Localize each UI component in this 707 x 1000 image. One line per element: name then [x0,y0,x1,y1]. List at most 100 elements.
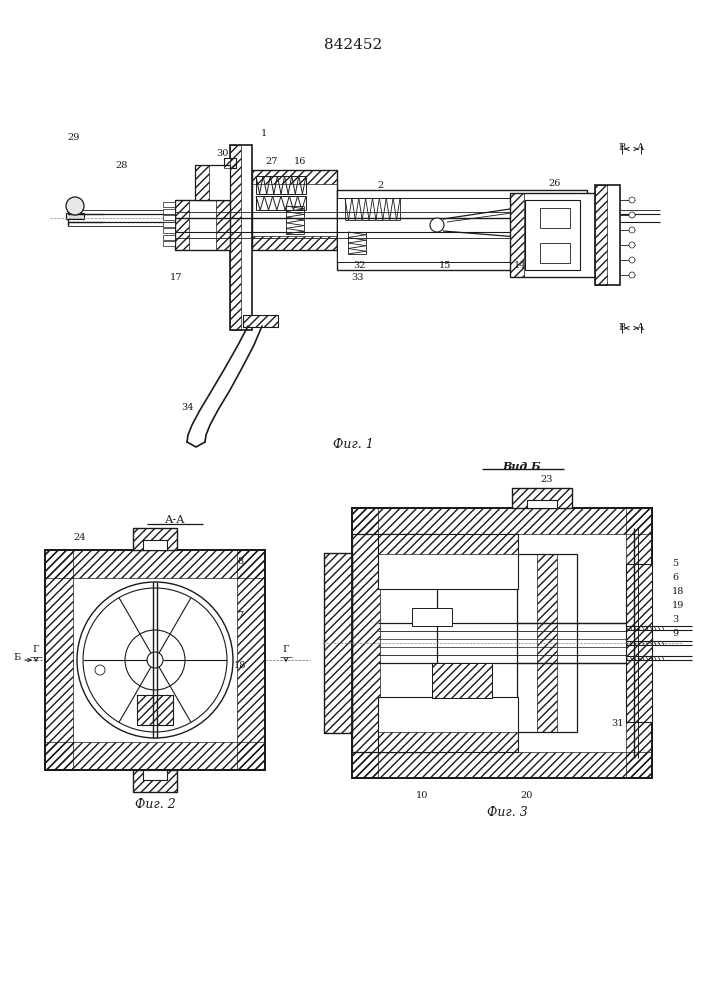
Bar [133,528,177,550]
Bar [143,770,167,780]
Bar [352,534,380,752]
Text: 20: 20 [521,792,533,800]
Bar [137,695,173,725]
Text: 27: 27 [266,157,279,166]
Bar [352,508,652,534]
Text: 24: 24 [74,534,86,542]
Bar [595,185,620,285]
Bar [163,209,175,214]
Text: 34: 34 [182,403,194,412]
Bar [352,508,652,778]
Bar [432,663,492,698]
Text: 16: 16 [294,157,306,166]
Bar [163,241,175,246]
Bar [237,550,265,770]
Bar [432,663,492,698]
Text: 7: 7 [237,610,243,619]
Text: 28: 28 [116,160,128,169]
Bar [230,145,241,330]
Bar [352,534,437,752]
Text: 29: 29 [68,132,80,141]
Text: 32: 32 [354,260,366,269]
Bar [252,170,337,250]
Bar [537,554,557,732]
Bar [324,553,352,733]
Bar [510,193,524,277]
Bar [378,697,518,752]
Circle shape [629,197,635,203]
Text: 3: 3 [672,615,678,624]
Bar [352,752,652,778]
Bar [378,534,518,589]
Bar [224,158,236,168]
Text: Г: Г [283,646,289,654]
Bar [133,770,177,792]
Circle shape [77,582,233,738]
Text: 31: 31 [611,718,624,728]
Circle shape [66,197,84,215]
Text: 9: 9 [672,630,678,639]
Text: Фиг. 1: Фиг. 1 [332,438,373,452]
Bar [352,508,378,778]
Circle shape [629,257,635,263]
Bar [70,204,80,213]
Text: 23: 23 [541,476,554,485]
Text: Фиг. 2: Фиг. 2 [134,798,175,812]
Bar [626,508,652,778]
Text: 33: 33 [352,273,364,282]
Circle shape [125,630,185,690]
Text: Вид Б: Вид Б [503,460,542,472]
Bar [163,222,175,227]
Circle shape [95,665,105,675]
Text: 14: 14 [514,260,526,269]
Circle shape [83,588,227,732]
Bar [512,488,572,508]
Text: 24: 24 [148,780,161,790]
Bar [595,185,607,285]
Text: А-А: А-А [165,515,185,525]
Bar [626,564,652,722]
Text: 6: 6 [672,574,678,582]
Bar [243,315,278,327]
Bar [195,165,209,200]
Bar [230,145,252,330]
Bar [512,488,572,508]
Bar [163,228,175,233]
Bar [243,315,278,327]
Bar [252,236,337,250]
Text: Г: Г [33,646,40,654]
Bar [337,190,587,270]
Bar [216,200,230,250]
Bar [412,608,452,626]
Circle shape [629,272,635,278]
Text: 5: 5 [672,560,678,568]
Text: 10: 10 [416,792,428,800]
Text: Б: Б [13,654,21,662]
Bar [510,193,595,277]
Bar [45,550,265,770]
Text: 2: 2 [377,180,383,190]
Bar [163,234,175,239]
Circle shape [629,227,635,233]
Bar [143,540,167,550]
Circle shape [147,652,163,668]
Bar [540,243,570,263]
Bar [626,564,652,722]
Bar [540,208,570,228]
Text: 17: 17 [170,273,182,282]
Text: 8: 8 [237,558,243,566]
Bar [527,500,557,508]
Bar [378,732,518,752]
Bar [525,200,580,270]
Text: 19: 19 [672,601,684,610]
Text: 18: 18 [234,660,246,670]
Text: В: В [619,143,626,152]
Bar [137,695,173,725]
Circle shape [430,218,444,232]
Bar [133,770,177,792]
Text: 26: 26 [549,178,561,188]
Text: 1: 1 [261,128,267,137]
Bar [224,158,236,168]
Circle shape [629,212,635,218]
Bar [352,508,652,778]
